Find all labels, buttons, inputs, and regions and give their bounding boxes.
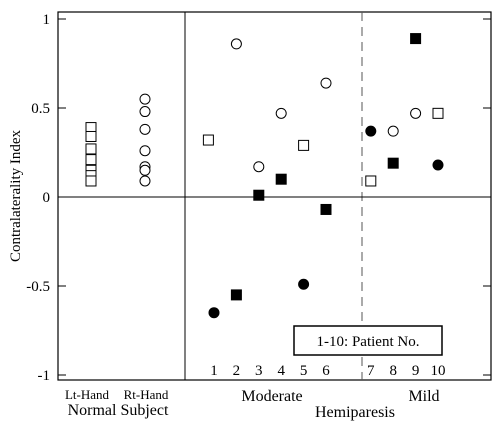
lt-hand-label: Lt-Hand: [65, 387, 110, 402]
patient-open-circle: [410, 107, 422, 119]
plot-frame: [57, 11, 492, 381]
patient-number-label: 5: [300, 363, 308, 379]
normal-lt-hand-open-square: [85, 175, 97, 187]
patient-numbers: 1 2 3 4 5 6 7 8 9 10: [210, 363, 445, 379]
patient-filled-square: [320, 203, 332, 215]
patient-filled-circle: [208, 307, 220, 319]
patient-filled-square: [275, 173, 287, 185]
y-ticks: 1 0.5 0 -0.5 -1: [26, 12, 491, 384]
normal-lt-hand-open-square: [85, 130, 97, 142]
data-points: [85, 33, 444, 319]
patient-open-circle: [230, 38, 242, 50]
patient-open-circle: [387, 125, 399, 137]
hemiparesis-label: Hemiparesis: [315, 404, 395, 421]
patient-number-label: 7: [367, 363, 375, 379]
y-tick-label: 0: [43, 190, 51, 206]
y-tick-label: 1: [43, 12, 51, 28]
patient-filled-square: [410, 33, 422, 45]
patient-number-label: 3: [255, 363, 263, 379]
patient-open-square: [432, 107, 444, 119]
patient-open-square: [298, 139, 310, 151]
normal-lt-hand-open-square: [85, 154, 97, 166]
mild-label: Mild: [408, 388, 439, 405]
patient-number-label: 4: [277, 363, 285, 379]
patient-filled-circle: [298, 278, 310, 290]
normal-subject-label: Normal Subject: [68, 402, 169, 419]
patient-filled-circle: [365, 125, 377, 137]
patient-number-label: 10: [431, 363, 446, 379]
patient-number-label: 6: [322, 363, 330, 379]
moderate-label: Moderate: [241, 388, 302, 405]
patient-filled-square: [230, 289, 242, 301]
patient-open-circle: [320, 77, 332, 89]
patient-filled-square: [387, 157, 399, 169]
patient-open-circle: [253, 161, 265, 173]
patient-number-label: 9: [412, 363, 420, 379]
y-tick-label: 0.5: [31, 101, 50, 117]
normal-rt-hand-open-circle: [139, 123, 151, 135]
legend-text: 1-10: Patient No.: [317, 334, 420, 350]
patient-number-label: 2: [233, 363, 241, 379]
normal-rt-hand-open-circle: [139, 145, 151, 157]
patient-filled-circle: [432, 159, 444, 171]
patient-number-label: 8: [389, 363, 397, 379]
normal-rt-hand-open-circle: [139, 93, 151, 105]
y-tick-label: -1: [38, 368, 51, 384]
extra-open-square: [202, 134, 214, 146]
y-tick-label: -0.5: [26, 279, 50, 295]
legend-box: [293, 325, 443, 356]
patient-open-square: [365, 175, 377, 187]
y-axis-title: Contralaterality Index: [8, 129, 24, 262]
patient-open-circle: [275, 107, 287, 119]
normal-lt-hand-open-square: [85, 143, 97, 155]
normal-rt-hand-open-circle: [139, 164, 151, 176]
normal-rt-hand-open-circle: [139, 175, 151, 187]
normal-rt-hand-open-circle: [139, 106, 151, 118]
rt-hand-label: Rt-Hand: [124, 387, 169, 402]
patient-filled-square: [253, 189, 265, 201]
patient-number-label: 1: [210, 363, 218, 379]
